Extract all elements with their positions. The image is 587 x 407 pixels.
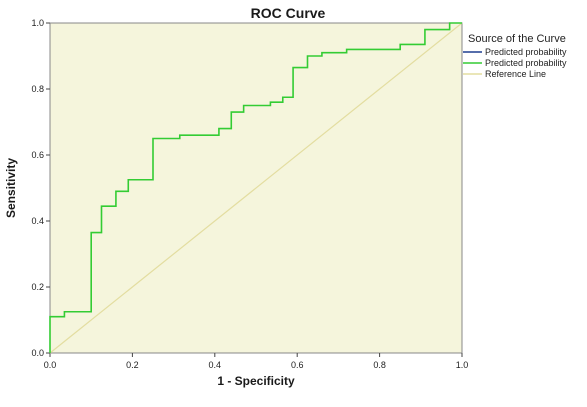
legend-label-2: Reference Line bbox=[485, 69, 546, 79]
x-tick-label: 0.8 bbox=[373, 360, 386, 370]
y-tick-label: 0.2 bbox=[31, 282, 44, 292]
x-tick-label: 0.2 bbox=[126, 360, 139, 370]
legend: Source of the Curve Predicted probabilit… bbox=[463, 33, 567, 79]
y-axis-label: Sensitivity bbox=[4, 158, 18, 218]
y-tick-label: 0.0 bbox=[31, 348, 44, 358]
y-tick-label: 1.0 bbox=[31, 18, 44, 28]
series-line-2 bbox=[49, 22, 463, 354]
x-tick-label: 1.0 bbox=[456, 360, 469, 370]
axis-ticks: 0.0 0.2 0.4 0.6 0.8 1.0 0.0 0.2 0.4 0.6 0.8 1.0 bbox=[31, 18, 468, 370]
x-axis-label: 1 - Specificity bbox=[217, 374, 295, 388]
x-tick-label: 0.4 bbox=[209, 360, 222, 370]
y-tick-label: 0.6 bbox=[31, 150, 44, 160]
legend-label-1: Predicted probability bbox=[485, 58, 567, 68]
series-line-1 bbox=[49, 22, 462, 353]
y-tick-label: 0.8 bbox=[31, 84, 44, 94]
chart-title: ROC Curve bbox=[251, 5, 326, 21]
legend-label-0: Predicted probability bbox=[485, 47, 567, 57]
x-tick-label: 0.0 bbox=[44, 360, 57, 370]
legend-title: Source of the Curve bbox=[468, 33, 566, 45]
x-tick-label: 0.6 bbox=[291, 360, 304, 370]
y-tick-label: 0.4 bbox=[31, 216, 44, 226]
series-layer bbox=[49, 22, 463, 354]
